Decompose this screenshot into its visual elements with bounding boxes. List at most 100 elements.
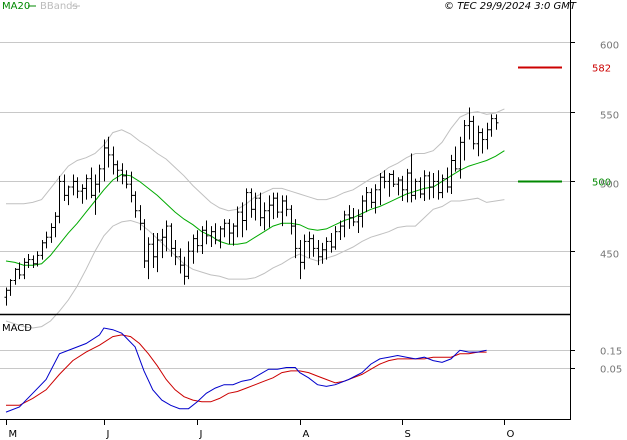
annotation-label: 500 (592, 178, 611, 189)
ohlc-bar (262, 202, 267, 231)
ohlc-bar (102, 139, 107, 182)
ohlc-bar (97, 164, 102, 193)
ohlc-bar (356, 209, 361, 234)
moving-average (5, 150, 505, 266)
ohlc-bar (62, 174, 67, 201)
ohlc-bar (169, 223, 174, 257)
ohlc-bar (222, 219, 227, 238)
ohlc-bar (231, 223, 236, 246)
source-stamp: © TEC 29/9/2024 3:0 GMT (444, 1, 577, 12)
ohlc-bar (44, 231, 49, 249)
grid (0, 42, 570, 369)
macd-line (5, 327, 487, 413)
ohlc-bar (449, 154, 454, 194)
ohlc-bar (293, 219, 298, 259)
ohlc-bar (387, 173, 392, 197)
legend-ma20: MA20 (2, 1, 30, 12)
ohlc-bar (142, 219, 147, 268)
ohlc-bar (351, 207, 356, 227)
month-label: J (106, 429, 110, 440)
ohlc-bar (191, 234, 196, 264)
ohlc-bar (436, 170, 441, 200)
legend-bbands: BBands (40, 1, 78, 12)
ohlc-bar (338, 220, 343, 241)
ohlc-bar (89, 167, 94, 199)
macd-tick-label: 0.15 (600, 347, 622, 358)
ma20-line (5, 150, 505, 266)
ohlc-bar (275, 192, 280, 218)
ohlc-bar (284, 195, 289, 217)
ohlc-bar (120, 163, 125, 185)
ohlc-bar (57, 175, 62, 224)
ohlc-bar (133, 191, 138, 218)
ohlc-bar (320, 242, 325, 264)
ohlc-bar (289, 205, 294, 235)
ohlc-bar (369, 188, 374, 208)
ohlc-bar (405, 168, 410, 203)
ohlc-bar (93, 174, 98, 215)
ohlc-bar (71, 174, 76, 196)
ohlc-bar (422, 170, 427, 201)
ohlc-bar (8, 279, 13, 296)
ohlc-bar (240, 202, 245, 238)
ohlc-bar (155, 233, 160, 273)
ohlc-bar (213, 223, 218, 245)
macd-tick-label: 0.05 (600, 365, 622, 376)
ohlc-bar (418, 177, 423, 199)
month-label: M (9, 429, 18, 440)
ohlc-bar (84, 174, 89, 200)
ohlc-bar (445, 167, 450, 193)
ohlc-bar (66, 185, 71, 206)
ohlc-bar (124, 170, 129, 189)
ohlc-bar (431, 173, 436, 199)
ohlc-bar (195, 230, 200, 253)
ohlc-bar (440, 174, 445, 199)
ohlc-bar (413, 178, 418, 200)
ohlc-bar (427, 171, 432, 200)
ohlc-bar (22, 258, 27, 280)
ohlc-bar (4, 287, 9, 306)
ohlc-bar (209, 226, 214, 248)
ohlc-bar (485, 122, 490, 150)
signal-line (6, 334, 487, 406)
ohlc-bar (227, 219, 232, 245)
ohlc-bar (106, 136, 111, 168)
month-label: O (507, 429, 515, 440)
ohlc-bar (333, 226, 338, 250)
ohlc-bar (204, 220, 209, 245)
macd-lines (5, 327, 487, 413)
ohlc-bar (17, 262, 22, 280)
annotation-label: 582 (592, 64, 611, 75)
ohlc-bar (467, 107, 472, 140)
ohlc-bar (409, 153, 414, 203)
month-label: S (405, 429, 411, 440)
ohlc-bar (298, 240, 303, 280)
ohlc-bar (373, 184, 378, 214)
ohlc-bar (31, 255, 36, 268)
ohlc-bar (164, 220, 169, 252)
ohlc-bar (458, 136, 463, 179)
ohlc-bar (329, 233, 334, 253)
ohlc-bar (494, 114, 499, 130)
ohlc-bar (129, 171, 134, 203)
price-tick-label: 500 (600, 180, 619, 191)
ohlc-bar (49, 223, 54, 243)
ohlc-bar (173, 240, 178, 266)
ohlc-bar (218, 226, 223, 249)
ohlc-bar (307, 231, 312, 259)
bb-lower-line (5, 197, 505, 329)
ohlc-bar (178, 248, 183, 274)
ohlc-bar (400, 175, 405, 201)
ohlc-bar (13, 267, 18, 285)
ohlc-bar (489, 114, 494, 137)
ohlc-bar (53, 212, 58, 238)
ohlc-bar (280, 195, 285, 227)
ohlc-bar (75, 177, 80, 199)
price-tick-label: 550 (600, 111, 619, 122)
ohlc-bar (462, 120, 467, 161)
ohlc-bar (80, 184, 85, 204)
ohlc-bar (138, 205, 143, 231)
ohlc-bar (378, 173, 383, 206)
ohlc-bar (347, 205, 352, 229)
ohlc-bar (391, 170, 396, 188)
